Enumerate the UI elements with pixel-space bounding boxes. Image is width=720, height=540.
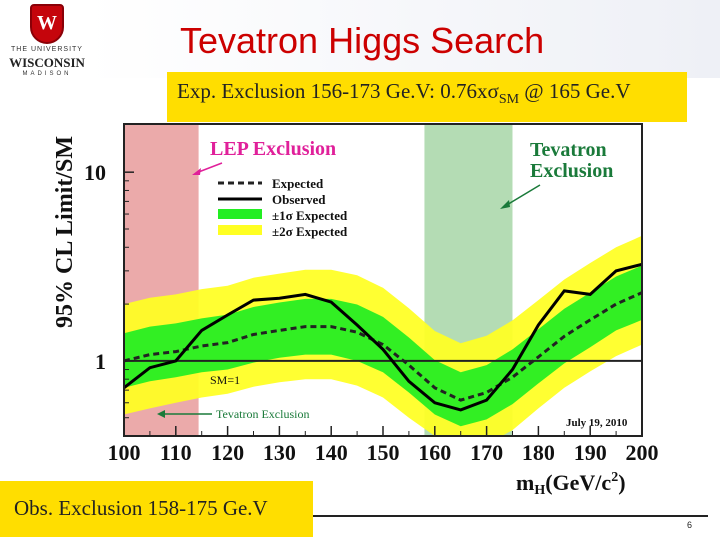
logo-university-text: THE UNIVERSITY xyxy=(11,46,83,53)
crest-icon: W xyxy=(30,4,64,44)
x-tick-label: 150 xyxy=(367,440,400,465)
header-band xyxy=(0,0,720,78)
x-tick-label: 110 xyxy=(160,440,192,465)
legend-one-sigma-swatch xyxy=(218,209,262,219)
university-logo: W THE UNIVERSITY WISCONSIN MADISON xyxy=(4,2,90,78)
x-tick-label: 170 xyxy=(470,440,503,465)
legend-entry: ±1σ Expected xyxy=(272,208,348,223)
logo-wisconsin-text: WISCONSIN xyxy=(9,55,85,70)
legend-entry: Observed xyxy=(272,192,326,207)
observed-exclusion-text: Obs. Exclusion 158-175 Ge.V xyxy=(14,496,268,520)
x-tick-label: 160 xyxy=(418,440,451,465)
date-label: July 19, 2010 xyxy=(566,417,628,429)
one-sigma-band xyxy=(124,265,642,427)
x-tick-label: 200 xyxy=(626,440,659,465)
x-tick-label: 100 xyxy=(108,440,141,465)
footer-rule xyxy=(313,515,708,517)
tevatron-arrow xyxy=(504,184,541,207)
expected-exclusion-subscript: SM xyxy=(498,92,520,108)
logo-madison-text: MADISON xyxy=(22,71,72,77)
tevatron-note-arrowhead xyxy=(157,410,165,418)
expected-exclusion-box: Exp. Exclusion 156-173 Ge.V: 0.76xσSM @ … xyxy=(167,72,687,122)
slide-title: Tevatron Higgs Search xyxy=(180,20,545,61)
legend-two-sigma-swatch xyxy=(218,225,262,235)
x-axis-label: mH(GeV/c2) xyxy=(516,470,626,498)
x-tick-label: 120 xyxy=(211,440,244,465)
tevatron-exclusion-note: Tevatron Exclusion xyxy=(216,407,309,421)
expected-line xyxy=(124,291,642,402)
observed-exclusion-box: Obs. Exclusion 158-175 Ge.V xyxy=(0,481,313,537)
tevatron-label-line1: Tevatron xyxy=(530,139,607,161)
page-number: 6 xyxy=(687,520,693,530)
observed-line xyxy=(124,262,642,412)
lep-arrowhead xyxy=(192,168,201,175)
tevatron-label-line2: Exclusion xyxy=(530,160,613,182)
x-tick-label: 190 xyxy=(574,440,607,465)
expected-exclusion-tail: @ 165 Ge.V xyxy=(519,79,631,103)
x-tick-label: 130 xyxy=(263,440,296,465)
legend-entry: Expected xyxy=(272,176,324,191)
y-tick-label: 10 xyxy=(84,160,106,185)
y-tick-label: 1 xyxy=(95,349,106,374)
sm-line-label: SM=1 xyxy=(210,373,240,387)
lep-exclusion-label: LEP Exclusion xyxy=(210,138,336,160)
x-tick-label: 140 xyxy=(315,440,348,465)
tevatron-arrowhead xyxy=(500,200,510,209)
x-tick-label: 180 xyxy=(522,440,555,465)
y-axis-label: 95% CL Limit/SM xyxy=(52,136,78,328)
expected-exclusion-text: Exp. Exclusion 156-173 Ge.V: 0.76xσ xyxy=(177,79,499,103)
legend-entry: ±2σ Expected xyxy=(272,224,348,239)
